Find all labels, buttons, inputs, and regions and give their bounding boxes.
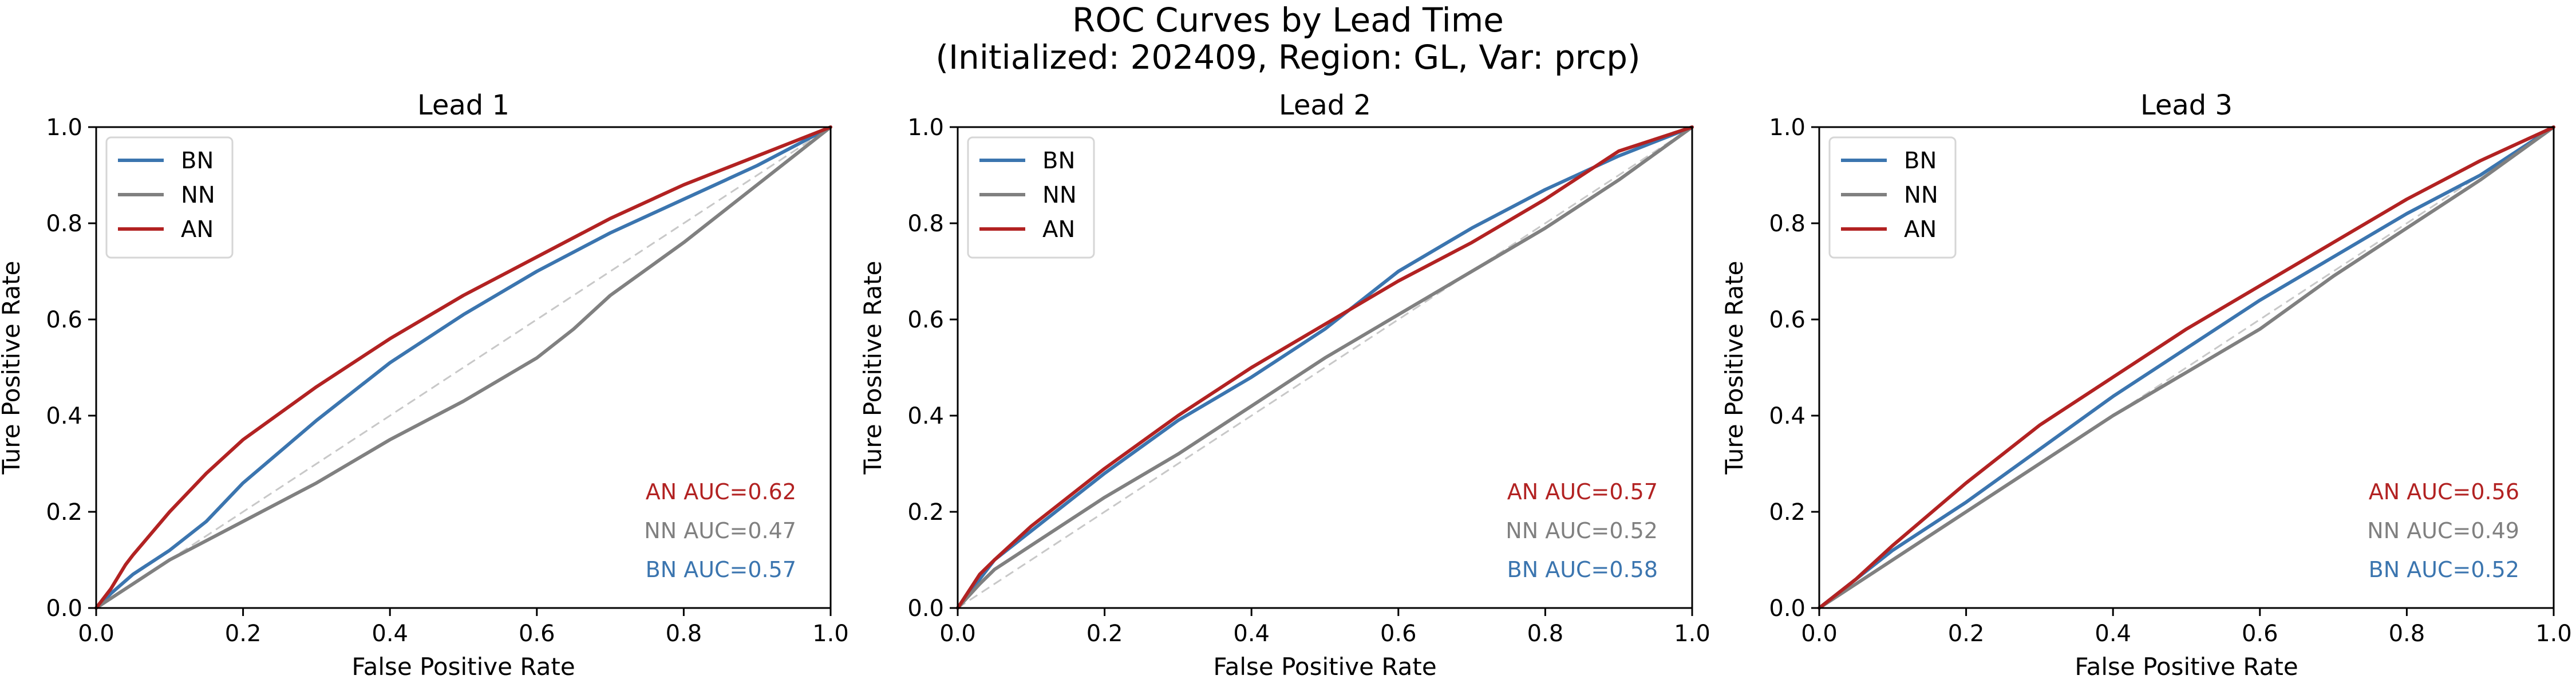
panel-title: Lead 1 <box>417 89 509 121</box>
auc-annotation: BN AUC=0.58 <box>1507 557 1658 582</box>
legend-label: NN <box>1042 182 1077 208</box>
y-tick-label: 0.2 <box>1769 499 1805 526</box>
x-tick-label: 0.4 <box>2095 621 2131 647</box>
roc-panel-1: Lead 1 0.0 0.2 0.4 0.6 0.8 1.0 0.0 0.2 0.4 0.6 0.8 1… <box>0 89 849 681</box>
y-tick-label: 0.0 <box>1769 595 1805 622</box>
chance-diagonal <box>96 126 831 609</box>
y-tick-label: 0.4 <box>1769 403 1805 429</box>
legend-label: AN <box>181 216 214 243</box>
x-tick-label: 1.0 <box>1674 621 1710 647</box>
roc-line-an <box>94 125 832 610</box>
x-tick-label: 0.0 <box>939 621 976 647</box>
auc-annotation: BN AUC=0.57 <box>646 557 796 582</box>
roc-line-nn <box>956 125 1694 610</box>
roc-line-nn <box>1818 125 2555 610</box>
roc-line-bn <box>94 125 832 610</box>
x-tick-label: 1.0 <box>2535 621 2572 647</box>
roc-line-an <box>1818 125 2555 610</box>
x-tick-label: 0.6 <box>519 621 555 647</box>
axes-frame <box>957 126 1693 609</box>
x-tick-label: 0.6 <box>1380 621 1417 647</box>
axes-frame <box>95 126 832 609</box>
legend-label: BN <box>1904 148 1937 174</box>
chance-diagonal <box>957 126 1693 609</box>
x-tick-label: 0.2 <box>1086 621 1123 647</box>
auc-annotation: AN AUC=0.62 <box>646 479 796 504</box>
y-axis-label: Ture Positive Rate <box>1720 261 1748 475</box>
y-tick-label: 0.4 <box>46 403 82 429</box>
panel-title: Lead 2 <box>1279 89 1371 121</box>
x-tick-label: 0.0 <box>78 621 114 647</box>
x-tick-label: 0.6 <box>2242 621 2278 647</box>
legend-label: NN <box>1904 182 1938 208</box>
x-axis-label: False Positive Rate <box>1213 653 1436 681</box>
y-tick-label: 0.0 <box>46 595 82 622</box>
y-axis-label: Ture Positive Rate <box>0 261 25 475</box>
y-tick-label: 0.6 <box>46 307 82 333</box>
auc-annotation: AN AUC=0.57 <box>1507 479 1658 504</box>
x-tick-label: 0.0 <box>1801 621 1838 647</box>
auc-annotation: AN AUC=0.56 <box>2369 479 2519 504</box>
y-tick-label: 1.0 <box>907 114 944 141</box>
y-tick-label: 0.6 <box>1769 307 1805 333</box>
y-tick-label: 0.6 <box>907 307 944 333</box>
auc-annotation: NN AUC=0.49 <box>2367 518 2519 543</box>
legend: BN NN AN <box>1828 136 1957 259</box>
legend-label: AN <box>1904 216 1937 243</box>
y-tick-label: 1.0 <box>1769 114 1805 141</box>
x-tick-label: 0.2 <box>1948 621 1985 647</box>
y-tick-label: 1.0 <box>46 114 82 141</box>
chart-panels: Lead 1 0.0 0.2 0.4 0.6 0.8 1.0 0.0 0.2 0.4 0.6 0.8 1… <box>0 89 2572 681</box>
y-tick-label: 0.4 <box>907 403 944 429</box>
panel-title: Lead 3 <box>2140 89 2233 121</box>
figure-title-line-1: ROC Curves by Lead Time <box>1072 1 1504 40</box>
x-tick-label: 0.8 <box>666 621 702 647</box>
x-tick-label: 0.8 <box>2389 621 2425 647</box>
legend: BN NN AN <box>967 136 1095 259</box>
roc-panel-3: Lead 3 0.0 0.2 0.4 0.6 0.8 1.0 0.0 0.2 0.4 0.6 0.8 1… <box>1720 89 2572 681</box>
roc-line-bn <box>1818 125 2555 610</box>
y-tick-label: 0.8 <box>46 211 82 237</box>
x-axis-label: False Positive Rate <box>2075 653 2298 681</box>
y-tick-label: 0.8 <box>1769 211 1805 237</box>
auc-annotation: NN AUC=0.47 <box>644 518 796 543</box>
legend-label: BN <box>1042 148 1075 174</box>
auc-annotation: BN AUC=0.52 <box>2369 557 2519 582</box>
axes-frame <box>1818 126 2555 609</box>
y-axis-label: Ture Positive Rate <box>859 261 887 475</box>
x-tick-label: 0.8 <box>1527 621 1564 647</box>
legend-label: BN <box>181 148 214 174</box>
x-tick-label: 0.4 <box>372 621 408 647</box>
legend: BN NN AN <box>105 136 234 259</box>
y-tick-label: 0.2 <box>46 499 82 526</box>
x-tick-label: 0.4 <box>1233 621 1270 647</box>
y-tick-label: 0.8 <box>907 211 944 237</box>
legend-label: AN <box>1042 216 1075 243</box>
x-axis-label: False Positive Rate <box>351 653 575 681</box>
x-tick-label: 0.2 <box>225 621 262 647</box>
x-tick-label: 1.0 <box>812 621 849 647</box>
roc-panel-2: Lead 2 0.0 0.2 0.4 0.6 0.8 1.0 0.0 0.2 0.4 0.6 0.8 1… <box>859 89 1710 681</box>
roc-line-an <box>956 125 1694 610</box>
y-tick-label: 0.0 <box>907 595 944 622</box>
roc-line-nn <box>94 125 832 610</box>
y-tick-label: 0.2 <box>907 499 944 526</box>
figure-title-line-2: (Initialized: 202409, Region: GL, Var: p… <box>935 38 1640 77</box>
auc-annotation: NN AUC=0.52 <box>1506 518 1658 543</box>
legend-label: NN <box>181 182 215 208</box>
